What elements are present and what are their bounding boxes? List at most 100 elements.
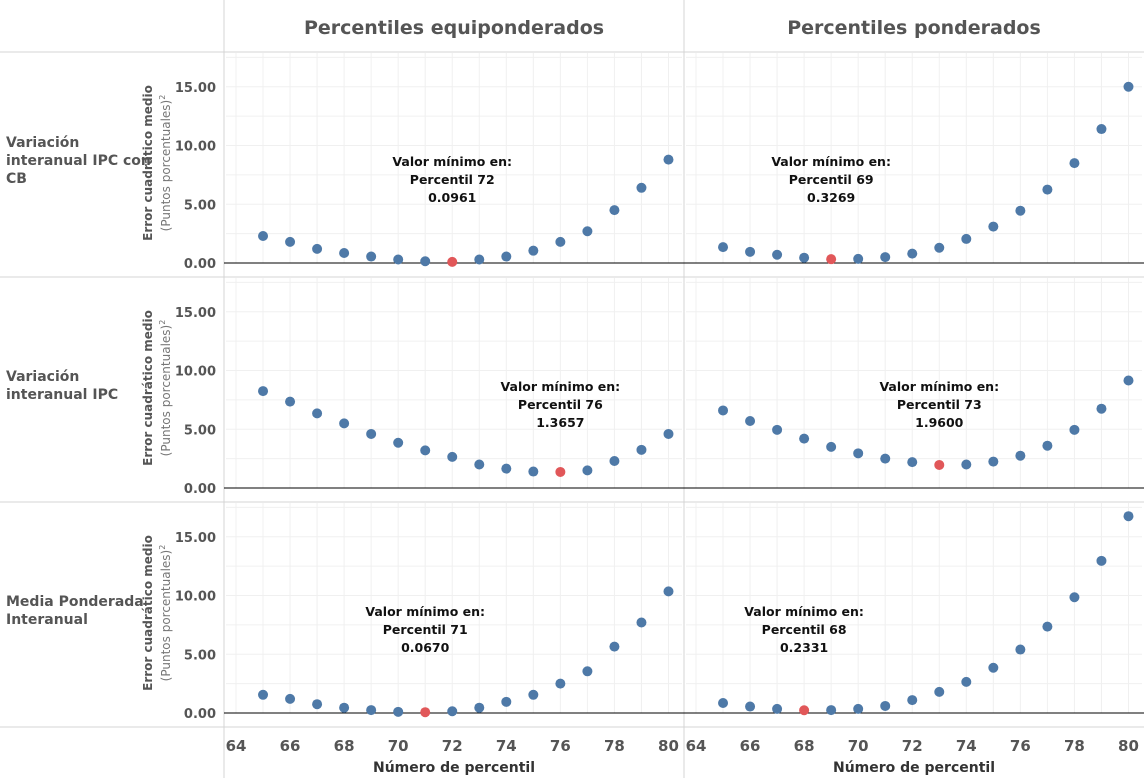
data-point — [420, 256, 431, 267]
annotation-line-3: 1.3657 — [536, 415, 584, 430]
annotation-line-1: Valor mínimo en: — [501, 379, 621, 394]
data-point — [555, 236, 566, 247]
annotation-line-1: Valor mínimo en: — [879, 379, 999, 394]
annotation-line-2: Percentil 72 — [410, 172, 495, 187]
data-point — [772, 249, 783, 260]
y-axis-label-row-2: Error cuadrático medio (Puntos porcentual… — [141, 310, 173, 466]
annotation-line-2: Percentil 69 — [789, 172, 874, 187]
data-point — [474, 459, 485, 470]
data-point-minimum — [934, 459, 945, 470]
y-axis-subtitle: (Puntos porcentuales)2 — [158, 320, 173, 457]
annotation-line-2: Percentil 71 — [383, 622, 468, 637]
annotation-line-3: 0.0961 — [428, 190, 476, 205]
y-axis-title: Error cuadrático medio — [141, 310, 155, 466]
panel-r1-c1: 0.00 5.00 10.00 15.00 Valor mínimo en: Percen… — [175, 53, 684, 272]
data-point — [474, 254, 485, 265]
data-point — [636, 182, 647, 193]
data-point — [853, 448, 864, 459]
data-point — [366, 428, 377, 439]
y-tick-label: 5.00 — [184, 198, 216, 213]
data-point — [393, 437, 404, 448]
data-point — [1042, 440, 1053, 451]
data-point — [663, 154, 674, 165]
x-tick-label: 80 — [1118, 737, 1139, 755]
data-point — [528, 689, 539, 700]
data-point — [258, 386, 269, 397]
data-point — [961, 459, 972, 470]
y-axis-title: Error cuadrático medio — [141, 535, 155, 691]
data-point — [447, 706, 458, 717]
y-tick-label: 0.00 — [184, 482, 216, 497]
x-tick-label: 64 — [226, 737, 247, 755]
data-point — [988, 456, 999, 467]
annotation-line-2: Percentil 68 — [762, 622, 847, 637]
data-point — [772, 703, 783, 714]
annotation-line-2: Percentil 73 — [897, 397, 982, 412]
y-tick-label: 10.00 — [175, 590, 216, 605]
data-point — [826, 705, 837, 716]
data-point — [636, 617, 647, 628]
y-tick-label: 15.00 — [175, 531, 216, 546]
panel-r3-c2: Valor mínimo en: Percentil 68 0.2331 — [684, 503, 1144, 716]
data-point — [420, 445, 431, 456]
annotation-line-3: 0.3269 — [807, 190, 855, 205]
data-point — [1123, 375, 1134, 386]
x-tick-label: 64 — [686, 737, 707, 755]
y-tick-label: 5.00 — [184, 648, 216, 663]
data-point — [339, 418, 350, 429]
data-point — [907, 695, 918, 706]
data-point — [1123, 511, 1134, 522]
data-point — [663, 586, 674, 597]
data-point — [447, 451, 458, 462]
data-point — [1096, 555, 1107, 566]
x-tick-label: 76 — [1010, 737, 1031, 755]
annotation-line-3: 1.9600 — [915, 415, 964, 430]
x-axis-ticks: 64 66 68 70 72 74 76 78 80 64 66 68 70 72 74 76 78 80 — [226, 737, 1139, 755]
data-point — [961, 676, 972, 687]
data-point — [1096, 124, 1107, 135]
annotation-line-3: 0.0670 — [401, 640, 450, 655]
data-point — [745, 416, 756, 427]
x-tick-label: 66 — [740, 737, 761, 755]
x-tick-label: 74 — [956, 737, 977, 755]
data-point-minimum — [420, 707, 431, 718]
x-tick-label: 72 — [442, 737, 463, 755]
data-point — [366, 251, 377, 262]
data-point — [1069, 158, 1080, 169]
data-point — [582, 666, 593, 677]
x-tick-label: 68 — [334, 737, 355, 755]
data-point — [393, 706, 404, 717]
panel-r2-c2: Valor mínimo en: Percentil 73 1.9600 — [684, 278, 1144, 489]
row-label-1: Variación interanual IPC con CB — [6, 135, 151, 187]
data-point — [1042, 621, 1053, 632]
data-point — [880, 252, 891, 263]
annotation-line-3: 0.2331 — [780, 640, 828, 655]
x-tick-label: 76 — [550, 737, 571, 755]
y-tick-label: 10.00 — [175, 140, 216, 155]
data-point — [285, 396, 296, 407]
column-title-ponderados: Percentiles ponderados — [787, 17, 1041, 39]
x-axis-title-right: Número de percentil — [833, 760, 995, 776]
y-axis-label-row-3: Error cuadrático medio (Puntos porcentual… — [141, 535, 173, 691]
data-point-minimum — [826, 254, 837, 265]
data-point-minimum — [555, 466, 566, 477]
data-point — [393, 254, 404, 265]
x-tick-label: 70 — [848, 737, 869, 755]
annotation-line-2: Percentil 76 — [518, 397, 603, 412]
annotation-line-1: Valor mínimo en: — [392, 154, 512, 169]
panels: 0.00 5.00 10.00 15.00 Valor mínimo en: Percen… — [175, 53, 1144, 722]
data-point — [555, 678, 566, 689]
data-point — [1069, 424, 1080, 435]
data-point — [1096, 403, 1107, 414]
annotation-line-1: Valor mínimo en: — [365, 604, 485, 619]
data-point — [880, 700, 891, 711]
data-point — [258, 230, 269, 241]
x-tick-label: 78 — [1064, 737, 1085, 755]
data-point — [312, 243, 323, 254]
y-axis-subtitle: (Puntos porcentuales)2 — [158, 95, 173, 232]
data-point — [609, 641, 620, 652]
annotation-line-1: Valor mínimo en: — [771, 154, 891, 169]
data-point — [826, 441, 837, 452]
data-point — [1042, 184, 1053, 195]
